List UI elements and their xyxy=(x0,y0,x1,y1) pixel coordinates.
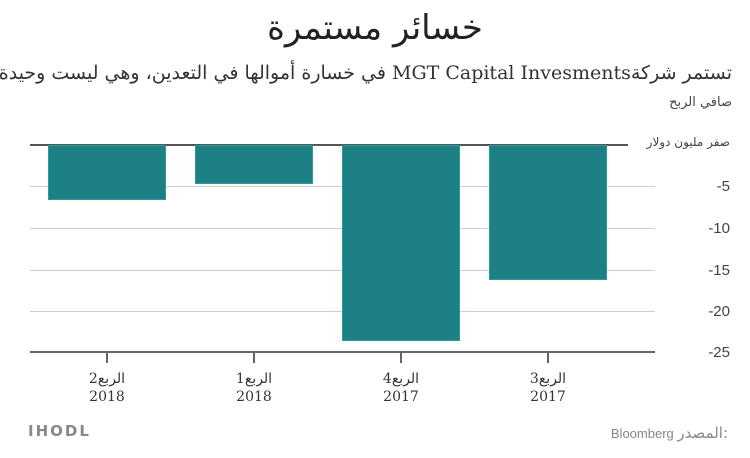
x-label-quarter: الربع1 xyxy=(235,371,273,387)
zero-line xyxy=(30,144,628,146)
x-label-year: 2018 xyxy=(89,389,125,405)
y-tick-label: -5 xyxy=(716,178,730,195)
x-label-quarter: الربع3 xyxy=(529,371,567,387)
source-label: المصدر: xyxy=(677,424,728,442)
x-tick xyxy=(547,352,549,363)
x-label-year: 2017 xyxy=(530,389,566,405)
x-label-quarter: الربع2 xyxy=(88,371,126,387)
x-label-quarter: الربع4 xyxy=(382,371,420,387)
source-value: Bloomberg xyxy=(610,426,674,441)
y-tick-label: -20 xyxy=(708,303,730,320)
x-label-year: 2018 xyxy=(236,389,272,405)
chart-subtitle: تستمر شركةMGT Capital Invesments في خسار… xyxy=(0,62,732,84)
y-tick-label: -10 xyxy=(708,220,730,237)
source-credit: Bloomberg المصدر: xyxy=(611,424,728,442)
x-label-q4-2017: الربع4 2017 xyxy=(341,370,461,406)
x-tick xyxy=(253,352,255,363)
x-label-q3-2017: الربع3 2017 xyxy=(488,370,608,406)
x-label-q1-2018: الربع1 2018 xyxy=(194,370,314,406)
x-tick xyxy=(106,352,108,363)
x-tick xyxy=(400,352,402,363)
bar-q2-2018[interactable] xyxy=(48,145,166,200)
bar-q4-2017[interactable] xyxy=(342,145,460,341)
x-label-q2-2018: الربع2 2018 xyxy=(47,370,167,406)
ihodl-logo: IHODL xyxy=(28,422,91,440)
x-axis-line xyxy=(30,351,655,353)
y-tick-zero: صفر مليون دولار xyxy=(646,135,730,149)
x-label-year: 2017 xyxy=(383,389,419,405)
y-tick-label: -25 xyxy=(708,344,730,361)
chart-title: خسائر مستمرة xyxy=(267,8,483,48)
bar-q1-2018[interactable] xyxy=(195,145,313,184)
bar-q3-2017[interactable] xyxy=(489,145,607,280)
y-tick-label: -15 xyxy=(708,262,730,279)
y-axis-title: صافي الربح xyxy=(669,95,732,110)
